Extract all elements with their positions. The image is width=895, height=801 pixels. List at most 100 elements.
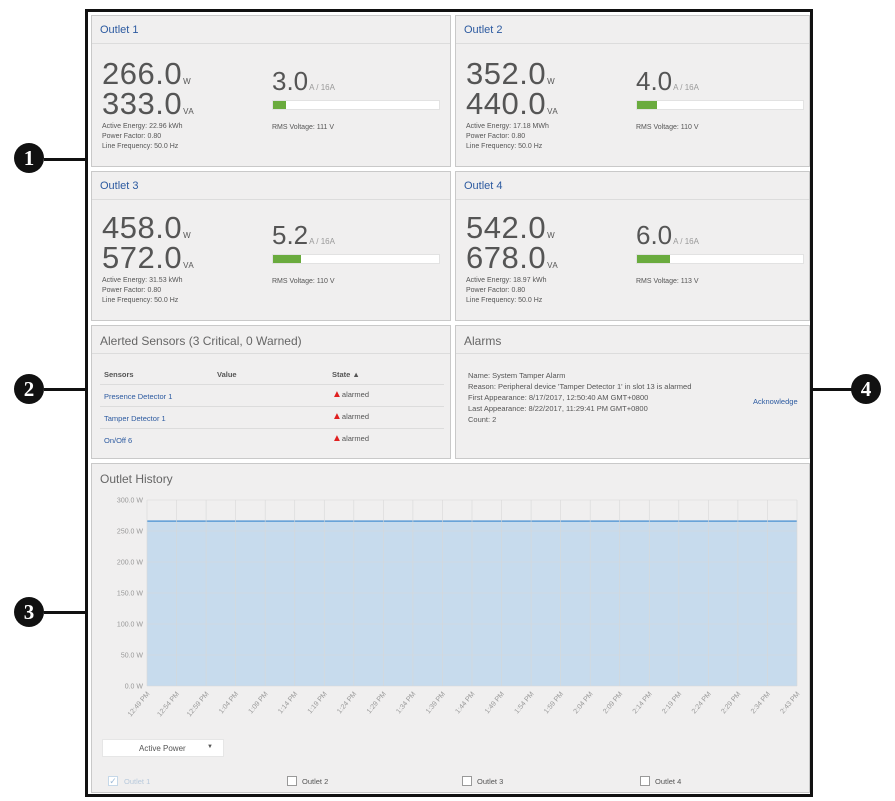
outlet-4-meta: Active Energy: 18.97 kWh Power Factor: 0.… xyxy=(466,277,547,304)
x-tick-label: 1:49 PM xyxy=(484,691,506,716)
x-tick-label: 1:39 PM xyxy=(425,691,447,716)
outlet-4-checkbox-label[interactable]: Outlet 4 xyxy=(655,777,682,786)
outlet-3-meta: Active Energy: 31.53 kWh Power Factor: 0.… xyxy=(102,277,183,304)
alerted-sensors-panel: Alerted Sensors (3 Critical, 0 Warned) S… xyxy=(91,325,451,459)
y-tick-label: 0.0 W xyxy=(125,684,144,691)
x-tick-label: 1:59 PM xyxy=(543,691,565,716)
warning-icon: ▲ xyxy=(332,389,342,400)
y-tick-label: 50.0 W xyxy=(121,653,144,660)
outlet-3-rms: RMS Voltage: 110 V xyxy=(272,278,335,285)
outlet-2-apparent: 440.0VA xyxy=(466,86,559,121)
outlet-1-load-bar xyxy=(272,100,440,110)
metric-select[interactable]: Active Power ▼ xyxy=(102,739,224,757)
x-tick-label: 1:04 PM xyxy=(218,691,240,716)
outlet-3-load-fill xyxy=(273,255,302,263)
outlet-4-rms: RMS Voltage: 113 V xyxy=(636,278,699,285)
x-tick-label: 1:44 PM xyxy=(454,691,476,716)
outlet-history-panel: Outlet History 0.0 W 50.0 W 100.0 W 150.0 W… xyxy=(91,463,810,793)
warning-icon: ▲ xyxy=(332,411,342,422)
dashboard-frame: Outlet 1 266.0W 333.0VA Active Energy: 2… xyxy=(85,9,813,797)
col-header-state[interactable]: State ▲ xyxy=(332,370,360,379)
col-header-value[interactable]: Value xyxy=(217,370,237,379)
callout-2: 2 xyxy=(14,374,44,404)
x-tick-label: 1:24 PM xyxy=(336,691,358,716)
table-row-divider xyxy=(100,406,444,407)
x-tick-label: 2:04 PM xyxy=(573,691,595,716)
callout-1: 1 xyxy=(14,143,44,173)
callout-1-line xyxy=(44,158,86,161)
y-tick-label: 250.0 W xyxy=(117,529,143,536)
outlet-3-title[interactable]: Outlet 3 xyxy=(92,172,450,200)
sensor-row-1-state: ▲alarmed xyxy=(332,389,370,400)
alarm-details: Name: System Tamper Alarm Reason: Periph… xyxy=(468,371,692,424)
x-tick-label: 12:54 PM xyxy=(156,691,181,719)
y-tick-label: 150.0 W xyxy=(117,591,143,598)
y-tick-label: 300.0 W xyxy=(117,498,143,505)
col-header-sensors[interactable]: Sensors xyxy=(104,370,134,379)
x-tick-label: 1:34 PM xyxy=(395,691,417,716)
x-tick-label: 2:14 PM xyxy=(632,691,654,716)
outlet-3-power: 458.0W xyxy=(102,210,192,245)
outlet-2-meta: Active Energy: 17.18 MWh Power Factor: 0.… xyxy=(466,123,549,150)
outlet-1-checkbox[interactable]: ✓ xyxy=(108,776,118,786)
x-tick-label: 12:59 PM xyxy=(186,691,211,719)
outlet-1-meta: Active Energy: 22.96 kWh Power Factor: 0.… xyxy=(102,123,183,150)
outlet-3-panel: Outlet 3 458.0W 572.0VA Active Energy: 3… xyxy=(91,171,451,321)
x-tick-label: 2:29 PM xyxy=(720,691,742,716)
sensor-row-2-state: ▲alarmed xyxy=(332,411,370,422)
outlet-1-load-fill xyxy=(273,101,287,109)
outlet-4-panel: Outlet 4 542.0W 678.0VA Active Energy: 1… xyxy=(455,171,810,321)
alarms-title: Alarms xyxy=(456,326,809,354)
table-row-divider xyxy=(100,428,444,429)
outlet-2-title[interactable]: Outlet 2 xyxy=(456,16,809,44)
x-tick-label: 2:09 PM xyxy=(602,691,624,716)
y-tick-label: 200.0 W xyxy=(117,560,143,567)
alerted-sensors-title: Alerted Sensors (3 Critical, 0 Warned) xyxy=(92,326,450,354)
outlet-1-current: 3.0A / 16A xyxy=(272,66,335,96)
sensor-row-presence-detector-1[interactable]: Presence Detector 1 xyxy=(104,392,173,401)
outlet-2-checkbox[interactable] xyxy=(287,776,297,786)
outlet-2-current: 4.0A / 16A xyxy=(636,66,699,96)
x-tick-label: 12:49 PM xyxy=(127,691,152,719)
outlet-4-checkbox[interactable] xyxy=(640,776,650,786)
callout-4-line xyxy=(812,388,852,391)
x-tick-label: 1:14 PM xyxy=(277,691,299,716)
sensor-row-on-off-6[interactable]: On/Off 6 xyxy=(104,436,133,445)
outlet-3-checkbox[interactable] xyxy=(462,776,472,786)
x-tick-label: 2:24 PM xyxy=(691,691,713,716)
x-tick-label: 1:29 PM xyxy=(366,691,388,716)
caret-down-icon: ▼ xyxy=(207,744,213,750)
y-tick-label: 100.0 W xyxy=(117,622,143,629)
outlet-1-checkbox-label[interactable]: Outlet 1 xyxy=(124,777,151,786)
outlet-history-title: Outlet History xyxy=(100,472,173,486)
outlet-2-power: 352.0W xyxy=(466,56,556,91)
outlet-2-load-bar xyxy=(636,100,804,110)
chart-area: 0.0 W 50.0 W 100.0 W 150.0 W 200.0 W 250.0 W 3… xyxy=(92,492,811,732)
outlet-3-checkbox-label[interactable]: Outlet 3 xyxy=(477,777,504,786)
callout-4: 4 xyxy=(851,374,881,404)
outlet-2-load-fill xyxy=(637,101,657,109)
x-tick-label: 1:09 PM xyxy=(248,691,270,716)
history-chart: 0.0 W 50.0 W 100.0 W 150.0 W 200.0 W 250.0 W 3… xyxy=(117,498,802,719)
x-tick-label: 1:19 PM xyxy=(307,691,329,716)
sensor-row-tamper-detector-1[interactable]: Tamper Detector 1 xyxy=(104,414,166,423)
warning-icon: ▲ xyxy=(332,433,342,444)
outlet-3-load-bar xyxy=(272,254,440,264)
outlet-4-load-bar xyxy=(636,254,804,264)
outlet-4-current: 6.0A / 16A xyxy=(636,220,699,250)
table-header-divider xyxy=(100,384,444,385)
sensor-row-3-state: ▲alarmed xyxy=(332,433,370,444)
outlet-2-checkbox-label[interactable]: Outlet 2 xyxy=(302,777,329,786)
outlet-3-apparent: 572.0VA xyxy=(102,240,195,275)
outlet-1-power: 266.0W xyxy=(102,56,192,91)
callout-2-line xyxy=(44,388,86,391)
x-tick-label: 2:19 PM xyxy=(661,691,683,716)
x-tick-label: 2:43 PM xyxy=(779,691,801,716)
outlet-1-title[interactable]: Outlet 1 xyxy=(92,16,450,44)
x-tick-label: 1:54 PM xyxy=(513,691,535,716)
outlet-4-title[interactable]: Outlet 4 xyxy=(456,172,809,200)
x-tick-label: 2:34 PM xyxy=(750,691,772,716)
acknowledge-button[interactable]: Acknowledge xyxy=(753,397,798,406)
outlet-4-apparent: 678.0VA xyxy=(466,240,559,275)
callout-3-line xyxy=(44,611,86,614)
